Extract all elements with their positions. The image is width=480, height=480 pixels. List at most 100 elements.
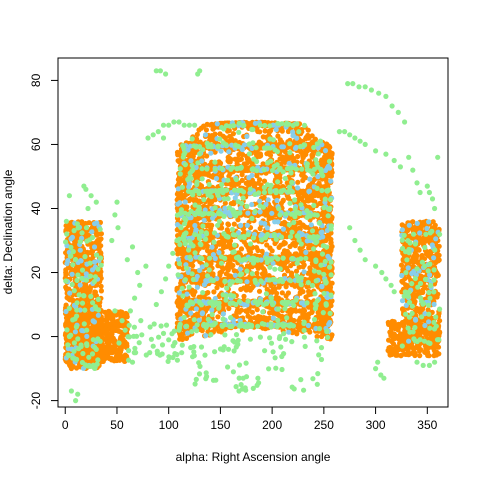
data-point bbox=[260, 134, 266, 140]
data-point bbox=[227, 238, 234, 244]
data-point bbox=[309, 197, 315, 203]
data-point bbox=[199, 328, 205, 334]
data-point bbox=[204, 153, 210, 159]
data-point bbox=[282, 220, 288, 226]
data-point bbox=[243, 308, 249, 314]
data-point bbox=[255, 128, 261, 135]
data-point bbox=[281, 248, 288, 254]
data-point bbox=[297, 219, 303, 226]
data-point bbox=[293, 329, 299, 335]
data-point bbox=[114, 356, 121, 362]
data-point bbox=[283, 293, 289, 299]
data-point bbox=[222, 200, 228, 206]
data-point bbox=[94, 326, 100, 332]
data-point bbox=[261, 195, 267, 201]
data-point bbox=[229, 137, 235, 143]
data-point bbox=[274, 290, 280, 296]
data-point bbox=[203, 127, 209, 133]
data-point bbox=[68, 364, 74, 370]
data-point bbox=[254, 317, 261, 323]
data-point bbox=[63, 272, 69, 278]
data-point bbox=[191, 292, 197, 298]
data-point bbox=[238, 246, 245, 252]
data-point bbox=[62, 332, 69, 338]
data-point bbox=[176, 175, 182, 181]
data-point bbox=[236, 151, 242, 158]
data-point bbox=[329, 298, 335, 304]
data-point bbox=[230, 131, 236, 137]
data-point bbox=[67, 338, 73, 344]
data-point bbox=[244, 283, 250, 289]
data-point bbox=[176, 181, 182, 187]
data-point bbox=[109, 344, 115, 350]
data-point bbox=[222, 135, 228, 141]
data-point bbox=[300, 311, 306, 317]
data-point bbox=[299, 172, 305, 178]
data-point bbox=[262, 128, 268, 134]
data-point bbox=[210, 126, 216, 132]
data-points bbox=[62, 68, 443, 404]
data-point bbox=[191, 218, 197, 224]
data-point bbox=[110, 339, 116, 345]
data-point bbox=[207, 122, 213, 128]
data-point bbox=[234, 160, 240, 166]
data-point bbox=[256, 288, 263, 294]
data-point bbox=[276, 244, 282, 250]
data-point bbox=[227, 159, 233, 165]
data-point bbox=[98, 288, 104, 294]
data-point bbox=[328, 303, 334, 309]
data-point bbox=[260, 161, 266, 167]
data-point bbox=[295, 179, 301, 185]
data-point bbox=[219, 282, 225, 288]
data-point bbox=[289, 270, 295, 276]
data-point bbox=[204, 305, 210, 311]
data-point bbox=[303, 175, 309, 181]
data-point bbox=[279, 139, 285, 145]
data-point bbox=[90, 333, 96, 339]
data-point bbox=[117, 329, 123, 335]
data-point bbox=[307, 182, 313, 188]
data-point bbox=[328, 236, 334, 242]
data-point bbox=[309, 309, 315, 316]
data-point bbox=[263, 209, 269, 215]
data-point bbox=[212, 149, 218, 155]
data-point bbox=[305, 270, 311, 276]
data-point bbox=[111, 326, 117, 332]
data-point bbox=[214, 285, 220, 291]
data-point bbox=[221, 245, 227, 251]
data-point bbox=[121, 342, 127, 348]
data-point bbox=[306, 288, 312, 294]
data-point bbox=[219, 225, 225, 231]
data-point bbox=[207, 201, 213, 207]
data-point bbox=[102, 330, 108, 337]
data-point bbox=[187, 317, 193, 323]
data-point bbox=[292, 283, 298, 289]
data-point bbox=[98, 236, 104, 242]
data-point bbox=[92, 289, 98, 295]
data-point bbox=[228, 273, 234, 279]
data-point bbox=[120, 336, 126, 342]
data-point bbox=[83, 220, 89, 227]
data-point bbox=[283, 284, 289, 290]
data-point bbox=[254, 270, 260, 276]
data-point bbox=[231, 201, 237, 207]
data-point bbox=[295, 192, 301, 198]
data-point bbox=[282, 159, 288, 165]
data-point bbox=[329, 332, 335, 338]
data-point bbox=[102, 355, 109, 361]
data-point bbox=[87, 286, 93, 292]
data-point bbox=[75, 253, 81, 259]
data-point bbox=[241, 293, 247, 299]
data-point bbox=[316, 314, 322, 320]
data-point bbox=[198, 183, 205, 189]
data-point bbox=[194, 131, 200, 138]
data-point bbox=[238, 156, 244, 162]
data-point bbox=[257, 153, 263, 159]
data-point bbox=[272, 286, 278, 292]
data-point bbox=[232, 156, 238, 162]
data-point bbox=[82, 281, 88, 288]
data-point bbox=[116, 352, 122, 358]
data-point bbox=[98, 357, 105, 363]
data-point bbox=[275, 142, 281, 148]
